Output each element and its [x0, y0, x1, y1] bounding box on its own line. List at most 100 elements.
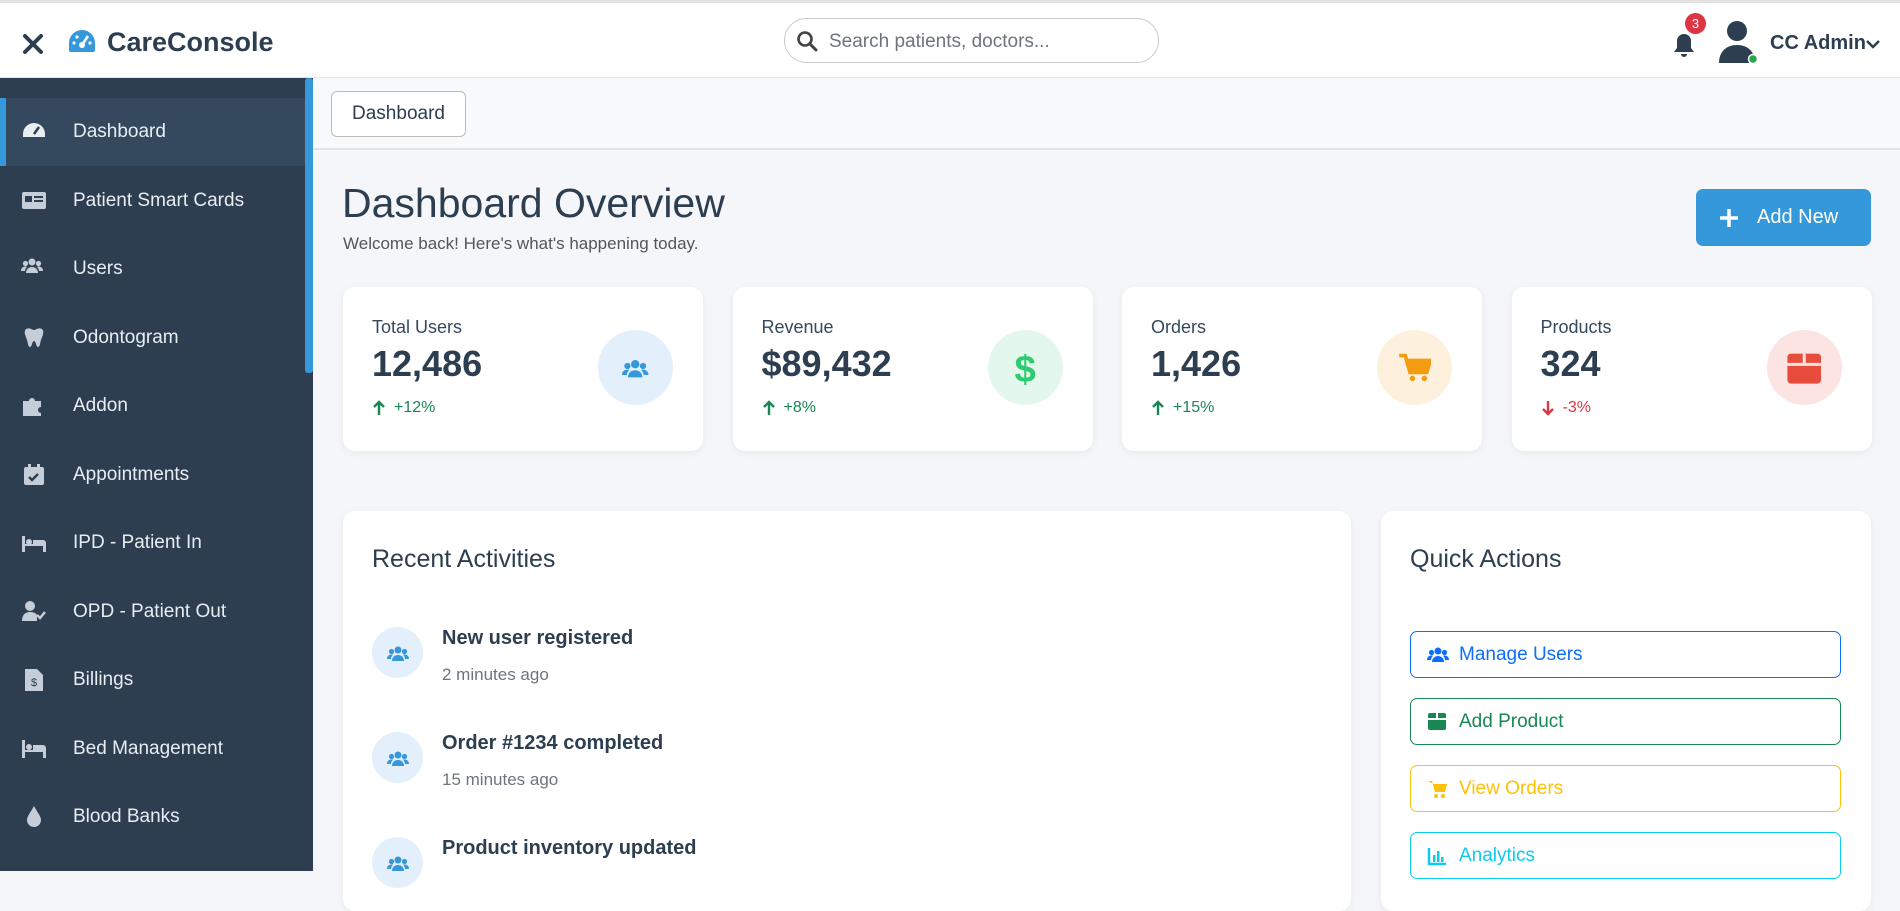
quick-action-label: Add Product — [1459, 710, 1564, 732]
stat-label: Products — [1540, 317, 1612, 337]
plus-icon — [1720, 208, 1738, 227]
sidebar-item[interactable]: Odontogram — [0, 304, 305, 372]
quick-action-button[interactable]: Analytics — [1410, 832, 1841, 879]
sidebar-label: IPD - Patient In — [73, 532, 202, 553]
card-title: Quick Actions — [1410, 545, 1562, 573]
sidebar-label: Odontogram — [73, 326, 179, 348]
sidebar-item[interactable]: Appointments — [0, 441, 305, 509]
stat-icon — [1377, 330, 1452, 405]
notification-badge: 3 — [1685, 13, 1706, 34]
sidebar-icon — [23, 398, 41, 416]
svg-text:$: $ — [1014, 348, 1035, 389]
activity-title: Order #1234 completed — [442, 732, 664, 754]
activity-icon-glyph — [386, 646, 409, 661]
sidebar-item[interactable]: IPD - Patient In — [0, 509, 305, 577]
search-box[interactable]: Search patients, doctors... — [784, 18, 1159, 63]
stat-value: 324 — [1540, 343, 1601, 384]
stat-card: Orders 1,426 +15% — [1122, 287, 1482, 451]
trend-arrow — [1541, 401, 1554, 416]
sidebar-item[interactable]: Dashboard — [0, 98, 305, 166]
add-new-button[interactable]: Add New — [1696, 189, 1871, 246]
quick-action-icon — [1427, 647, 1449, 662]
stat-card: Products 324 -3% — [1511, 287, 1872, 451]
trend-arrow — [373, 400, 385, 415]
brand-icon — [69, 30, 95, 52]
quick-actions-card: Quick Actions Manage Users Add Product Vie… — [1381, 511, 1871, 911]
add-new-label: Add New — [1757, 206, 1839, 228]
sidebar-icon — [27, 806, 41, 827]
sidebar-label: Bed Management — [73, 737, 223, 759]
quick-action-icon — [1428, 780, 1447, 798]
quick-action-icon — [1427, 847, 1446, 865]
quick-action-button[interactable]: Add Product — [1410, 698, 1841, 745]
stat-change-value: -3% — [1562, 399, 1591, 416]
stat-change: +12% — [372, 399, 435, 417]
stat-label: Total Users — [372, 317, 463, 337]
sidebar: Dashboard Patient Smart Cards Users Odontog… — [0, 78, 313, 871]
bell-icon[interactable] — [1672, 32, 1696, 59]
stat-icon-glyph: $ — [1014, 348, 1035, 389]
search-icon — [797, 31, 818, 52]
activity-time: 2 minutes ago — [442, 665, 549, 684]
quick-action-label: Manage Users — [1459, 643, 1583, 665]
stat-change-value: +8% — [783, 399, 816, 416]
activity-icon — [372, 837, 423, 888]
breadcrumb-bar: Dashboard — [313, 78, 1900, 150]
stat-change-value: +15% — [1173, 399, 1215, 416]
quick-action-label: Analytics — [1459, 844, 1536, 866]
stat-value: 1,426 — [1151, 343, 1242, 384]
activity-icon — [372, 732, 423, 783]
sidebar-label: Users — [73, 258, 123, 279]
sidebar-label: Billings — [73, 669, 134, 690]
stat-change: -3% — [1541, 399, 1591, 417]
stat-value: 12,486 — [372, 343, 483, 384]
sidebar-label: Appointments — [73, 463, 190, 485]
sidebar-icon — [22, 191, 46, 209]
user-name[interactable]: CC Admin — [1770, 32, 1866, 54]
sidebar-label: Blood Banks — [73, 806, 180, 827]
sidebar-icon — [22, 600, 46, 621]
page-title: Dashboard Overview — [342, 180, 725, 226]
sidebar-icon — [24, 463, 44, 485]
sidebar-item[interactable]: Blood Banks — [0, 783, 305, 851]
stat-label: Orders — [1151, 317, 1207, 337]
stat-change: +15% — [1151, 399, 1214, 417]
quick-action-icon — [1428, 712, 1446, 730]
breadcrumb[interactable]: Dashboard — [331, 91, 466, 137]
sidebar-item[interactable]: Bed Management — [0, 715, 305, 783]
sidebar-icon — [22, 536, 46, 552]
stat-icon — [598, 330, 673, 405]
top-bar: CareConsole Search patients, doctors... … — [0, 0, 1900, 78]
recent-activities-card: Recent Activities New user registered 2 m… — [343, 511, 1351, 911]
svg-text:$: $ — [31, 677, 37, 689]
sidebar-icon — [22, 739, 46, 758]
sidebar-icon — [21, 258, 43, 273]
close-icon[interactable] — [22, 33, 44, 55]
activity-time: 15 minutes ago — [442, 770, 559, 789]
quick-action-button[interactable]: Manage Users — [1410, 631, 1841, 678]
sidebar-icon — [24, 327, 44, 347]
search-placeholder: Search patients, doctors... — [829, 31, 1050, 52]
avatar-icon[interactable] — [1717, 19, 1759, 65]
trend-arrow — [1152, 400, 1164, 415]
stat-icon-glyph — [1398, 353, 1432, 382]
sidebar-label: Dashboard — [73, 121, 166, 142]
sidebar-item[interactable]: OPD - Patient Out — [0, 578, 305, 646]
quick-action-button[interactable]: View Orders — [1410, 765, 1841, 812]
stat-change: +8% — [762, 399, 816, 417]
brand[interactable]: CareConsole — [107, 27, 274, 57]
sidebar-item[interactable]: Patient Smart Cards — [0, 167, 305, 235]
scrollbar — [305, 78, 313, 373]
sidebar-item[interactable]: Users — [0, 235, 305, 303]
card-title: Recent Activities — [372, 545, 556, 573]
activity-icon-glyph — [386, 751, 409, 766]
activity-icon — [372, 627, 423, 678]
activity-title: Product inventory updated — [442, 837, 697, 859]
stat-label: Revenue — [761, 317, 834, 337]
stat-icon — [1766, 330, 1842, 405]
page-subtitle: Welcome back! Here's what's happening to… — [343, 234, 699, 253]
sidebar-item[interactable]: Addon — [0, 372, 305, 440]
activity-title: New user registered — [442, 627, 634, 649]
sidebar-item[interactable]: $ Billings — [0, 646, 305, 714]
